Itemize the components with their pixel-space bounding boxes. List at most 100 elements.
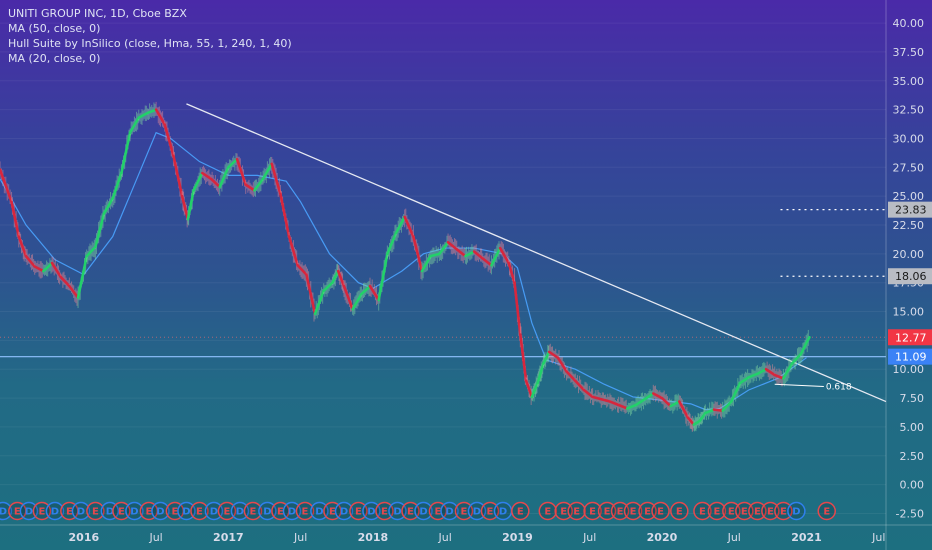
hull-segment	[747, 372, 759, 379]
earnings-marker[interactable]: E	[774, 501, 793, 521]
dividend-marker[interactable]: D	[230, 501, 250, 521]
legend-indicator-hull[interactable]: Hull Suite by InSilico (close, Hma, 55, …	[8, 37, 292, 50]
marker-letter: E	[145, 507, 152, 518]
earnings-marker[interactable]: E	[190, 501, 209, 521]
earnings-marker[interactable]: E	[670, 501, 689, 521]
dividend-marker[interactable]: D	[151, 501, 170, 521]
earnings-marker[interactable]: E	[817, 501, 836, 521]
hull-segment	[386, 231, 398, 256]
dividend-marker[interactable]: D	[0, 501, 13, 521]
time-tick-label: Jul	[148, 531, 162, 544]
earnings-marker[interactable]: E	[693, 501, 712, 521]
earnings-marker[interactable]: E	[623, 501, 643, 521]
dividend-marker[interactable]: D	[45, 501, 65, 521]
price-tick-label: 7.50	[900, 392, 925, 405]
hull-segment	[464, 250, 476, 258]
earnings-marker[interactable]: E	[401, 501, 420, 521]
dividend-marker[interactable]: D	[258, 501, 277, 521]
dividend-marker[interactable]: D	[467, 501, 487, 521]
earnings-marker[interactable]: E	[375, 501, 394, 521]
marker-circle	[0, 501, 13, 521]
hull-segment	[296, 264, 308, 276]
marker-letter: D	[792, 507, 800, 518]
dividend-marker[interactable]: D	[787, 501, 806, 521]
earnings-marker[interactable]: E	[454, 501, 474, 521]
dividend-marker[interactable]: D	[71, 501, 91, 521]
earnings-marker[interactable]: E	[610, 501, 630, 521]
earnings-marker[interactable]: E	[707, 501, 727, 521]
marker-letter: D	[106, 507, 114, 518]
earnings-marker[interactable]: E	[735, 501, 754, 521]
hull-segment	[10, 200, 21, 238]
earnings-marker[interactable]: E	[583, 501, 602, 521]
hull-segment	[507, 261, 516, 284]
earnings-marker[interactable]: E	[295, 501, 315, 521]
marker-letter: E	[407, 507, 414, 518]
price-tick-label: 40.00	[893, 17, 925, 30]
earnings-marker[interactable]: E	[761, 501, 780, 521]
dividend-marker[interactable]: D	[414, 501, 433, 521]
marker-circle	[707, 501, 727, 521]
earnings-marker[interactable]: E	[567, 501, 586, 521]
dividend-marker[interactable]: D	[204, 501, 224, 521]
marker-circle	[467, 501, 487, 521]
hull-segment	[536, 362, 545, 385]
earnings-marker[interactable]: E	[538, 501, 558, 521]
marker-letter: D	[182, 507, 190, 518]
hull-segment	[33, 265, 45, 273]
marker-letter: D	[77, 507, 85, 518]
hull-segment	[146, 108, 158, 115]
marker-letter: E	[196, 507, 203, 518]
legend-indicator-ma50[interactable]: MA (50, close, 0)	[8, 22, 101, 35]
price-tick-label: 0.00	[900, 479, 925, 492]
hull-segment	[128, 116, 141, 134]
marker-circle	[375, 501, 394, 521]
dividend-marker[interactable]: D	[493, 501, 513, 521]
price-badge-label: 23.83	[895, 204, 927, 217]
earnings-marker[interactable]: E	[722, 501, 741, 521]
dividend-marker[interactable]: D	[177, 501, 196, 521]
marker-letter: E	[630, 507, 637, 518]
dividend-marker[interactable]: D	[282, 501, 302, 521]
legend-indicator-ma20[interactable]: MA (20, close, 0)	[8, 52, 101, 65]
dividend-marker[interactable]: D	[310, 501, 329, 521]
marker-letter: E	[644, 507, 651, 518]
marker-circle	[554, 501, 573, 521]
earnings-marker[interactable]: E	[480, 501, 500, 521]
hull-segment	[201, 171, 213, 181]
marker-letter: E	[573, 507, 580, 518]
earnings-marker[interactable]: E	[349, 501, 368, 521]
hull-segment	[351, 292, 363, 311]
dividend-marker[interactable]: D	[388, 501, 407, 521]
earnings-marker[interactable]: E	[651, 501, 670, 521]
dividend-marker[interactable]: D	[19, 501, 39, 521]
marker-letter: E	[14, 507, 21, 518]
earnings-marker[interactable]: E	[748, 501, 767, 521]
dividend-marker[interactable]: D	[440, 501, 459, 521]
price-badge-label: 12.77	[895, 331, 927, 344]
hull-segment	[625, 403, 638, 410]
price-axis: 40.00 37.50 35.00 32.50 30.00 27.50 25.00 22.50…	[888, 17, 932, 520]
dividend-marker[interactable]: D	[334, 501, 354, 521]
earnings-marker[interactable]: E	[554, 501, 573, 521]
marker-circle	[538, 501, 558, 521]
marker-circle	[282, 501, 302, 521]
earnings-marker[interactable]: E	[638, 501, 657, 521]
hull-segment	[617, 403, 629, 410]
earnings-marker[interactable]: E	[511, 501, 530, 521]
hull-segment	[608, 400, 620, 407]
earnings-marker[interactable]: E	[32, 501, 52, 521]
earnings-marker[interactable]: E	[597, 501, 617, 521]
marker-letter: D	[445, 507, 453, 518]
earnings-marker[interactable]: E	[217, 501, 237, 521]
earnings-marker[interactable]: E	[112, 501, 131, 521]
hull-segment	[704, 408, 716, 415]
dividend-marker[interactable]: D	[362, 501, 381, 521]
marker-letter: E	[617, 507, 624, 518]
dividend-marker[interactable]: D	[125, 501, 144, 521]
earnings-marker[interactable]: E	[86, 501, 105, 521]
earnings-marker[interactable]: E	[243, 501, 263, 521]
marker-letter: D	[130, 507, 138, 518]
marker-letter: E	[435, 507, 442, 518]
